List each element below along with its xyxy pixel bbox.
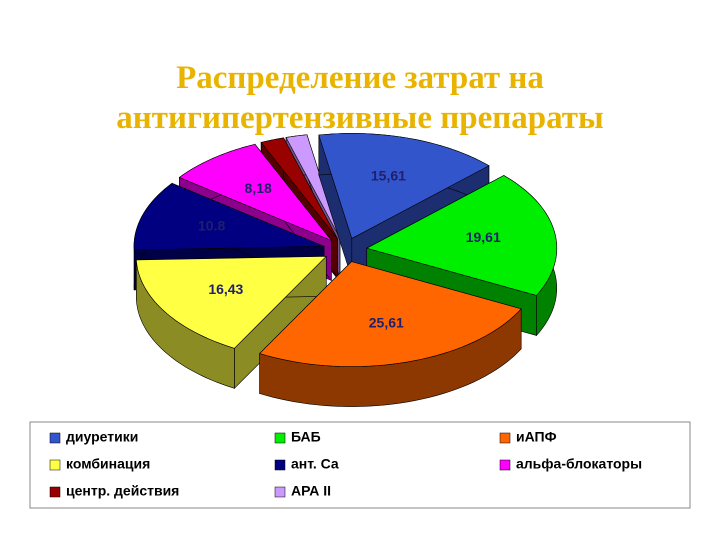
legend-swatch (274, 432, 286, 444)
legend-swatch (274, 459, 286, 471)
legend-swatch (49, 459, 61, 471)
legend-swatch (274, 486, 286, 498)
slice (260, 137, 338, 239)
slice-group: 16,43 (136, 255, 327, 390)
chart-title: Распределение затрат на антигипертензивн… (116, 60, 604, 136)
legend-label: диуретики (66, 429, 138, 445)
slice-group: 25,61 (259, 260, 522, 407)
value-label: 10.8 (198, 218, 225, 234)
value-label: 8,18 (245, 180, 272, 196)
value-label: 25,61 (369, 315, 404, 331)
slice (259, 261, 522, 367)
legend-label: центр. действия (66, 483, 179, 499)
value-label: 19,61 (466, 229, 501, 245)
legend-label: альфа-блокаторы (516, 456, 642, 472)
slice (365, 175, 558, 296)
slice (318, 133, 490, 239)
value-label: 16,43 (208, 281, 243, 297)
slice (133, 182, 325, 251)
legend-swatch (499, 459, 511, 471)
legend-swatch (49, 486, 61, 498)
legend-label: иАПФ (516, 429, 557, 445)
legend-label: комбинация (66, 456, 150, 472)
legend-label: ант. Са (291, 456, 339, 472)
legend-swatch (499, 432, 511, 444)
slice (178, 143, 333, 242)
legend-label: БАБ (291, 429, 321, 445)
legend-box (29, 421, 691, 509)
legend-label: АРА II (291, 483, 331, 499)
slice (136, 256, 327, 349)
slice (285, 134, 341, 239)
value-label: 15,61 (371, 167, 406, 183)
legend-swatch (49, 432, 61, 444)
